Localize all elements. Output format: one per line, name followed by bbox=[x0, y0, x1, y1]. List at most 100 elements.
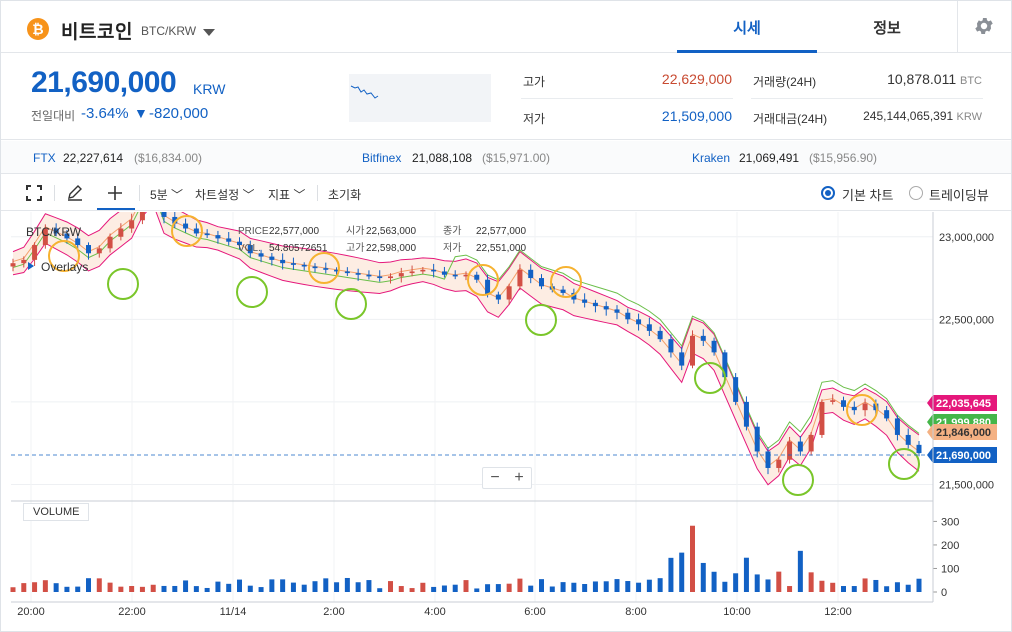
volume-bar bbox=[53, 583, 59, 592]
high-label: 고가 bbox=[523, 75, 546, 89]
peak-marker-circle bbox=[467, 264, 499, 296]
candle bbox=[431, 269, 437, 272]
candle bbox=[841, 400, 846, 407]
volume-tick-label: 200 bbox=[941, 540, 959, 552]
exchange-name[interactable]: FTX bbox=[33, 151, 56, 165]
volume-bar bbox=[32, 582, 38, 592]
price-tag: 21,690,000 bbox=[927, 447, 997, 463]
candle bbox=[86, 245, 91, 254]
volume-bar bbox=[743, 557, 749, 592]
candle bbox=[485, 279, 491, 295]
overlays-toggle-icon[interactable] bbox=[28, 262, 34, 270]
volume-bar bbox=[344, 577, 350, 592]
volume-bar bbox=[916, 578, 922, 592]
volume-bar bbox=[290, 582, 296, 592]
volume-bar bbox=[193, 586, 199, 592]
chart-canvas[interactable]: 23,000,00022,500,00022,000,00021,500,000… bbox=[1, 169, 1011, 631]
candle bbox=[808, 434, 814, 452]
chart-settings-select[interactable]: 차트설정 ﹀ bbox=[195, 188, 255, 202]
trading-view-radio[interactable] bbox=[909, 186, 923, 200]
change-percent: -3.64% bbox=[81, 105, 129, 122]
price-tag: 21,846,000 bbox=[927, 424, 997, 440]
candle bbox=[765, 451, 771, 468]
overlays-label[interactable]: Overlays bbox=[41, 260, 88, 274]
zoom-in-button[interactable]: + bbox=[514, 469, 524, 486]
ohlc-open-label: 시가 bbox=[346, 225, 364, 237]
change-amount: -820,000 bbox=[149, 105, 209, 122]
trading-view-label[interactable]: 트레이딩뷰 bbox=[929, 188, 989, 203]
candle bbox=[787, 441, 793, 460]
volume-bar bbox=[258, 587, 264, 592]
exchange-name[interactable]: Bitfinex bbox=[362, 151, 402, 165]
candle bbox=[258, 253, 264, 257]
volume-bar bbox=[819, 580, 825, 592]
fullscreen-icon[interactable] bbox=[26, 185, 42, 201]
volume-bar bbox=[334, 582, 340, 592]
trough-marker-circle bbox=[525, 304, 557, 336]
volume-bar bbox=[614, 579, 620, 592]
gear-icon bbox=[975, 18, 993, 34]
pencil-icon[interactable] bbox=[66, 184, 84, 202]
volume-bar bbox=[884, 586, 890, 592]
coin-pair[interactable]: BTC/KRW bbox=[141, 24, 197, 38]
volume-bar bbox=[215, 581, 221, 592]
caret-down-icon[interactable] bbox=[203, 29, 215, 36]
x-tick-label: 10:00 bbox=[723, 606, 751, 618]
divider bbox=[751, 98, 983, 99]
volume-value: 10,878.011 BTC bbox=[887, 71, 982, 87]
volume-bar bbox=[765, 579, 771, 592]
mini-chart-line bbox=[350, 85, 379, 99]
candle bbox=[75, 238, 81, 246]
price-tag-label: 21,690,000 bbox=[936, 450, 991, 462]
basic-chart-radio[interactable] bbox=[821, 186, 835, 200]
x-tick-label: 2:00 bbox=[323, 606, 344, 618]
candle bbox=[636, 319, 642, 325]
exchange-name[interactable]: Kraken bbox=[692, 151, 731, 165]
x-tick-label: 8:00 bbox=[625, 606, 646, 618]
y-tick-label: 21,500,000 bbox=[939, 479, 994, 491]
ohlc-close-label: 종가 bbox=[443, 225, 461, 237]
indicators-select[interactable]: 지표 ﹀ bbox=[268, 188, 306, 202]
basic-chart-label[interactable]: 기본 차트 bbox=[842, 188, 894, 203]
volume-bar bbox=[409, 588, 415, 592]
ohlc-price-label: PRICE bbox=[238, 226, 269, 237]
candle bbox=[129, 220, 135, 229]
tab-info[interactable]: 정보 bbox=[873, 20, 901, 37]
volume-bar bbox=[388, 581, 393, 592]
candle bbox=[388, 276, 393, 279]
volume-bar bbox=[787, 586, 793, 592]
zoom-out-button[interactable]: − bbox=[490, 469, 500, 486]
candle bbox=[679, 352, 685, 366]
candle bbox=[32, 245, 38, 260]
candle bbox=[463, 274, 469, 277]
candle bbox=[603, 306, 609, 310]
volume-tick-label: 300 bbox=[941, 516, 959, 528]
divider bbox=[54, 185, 55, 201]
crosshair-icon[interactable] bbox=[107, 185, 123, 201]
candle bbox=[344, 271, 350, 274]
volume-bar bbox=[625, 581, 631, 592]
candle bbox=[851, 406, 857, 411]
reset-button[interactable]: 초기화 bbox=[328, 188, 362, 202]
volume-bar bbox=[700, 562, 706, 592]
amount-label: 거래대금(24H) bbox=[753, 112, 828, 126]
settings-button[interactable] bbox=[957, 1, 1011, 53]
tab-quote[interactable]: 시세 bbox=[677, 1, 817, 53]
candle bbox=[323, 268, 329, 270]
candle bbox=[862, 403, 868, 411]
candle bbox=[722, 352, 728, 378]
x-tick-label: 11/14 bbox=[220, 606, 247, 618]
candle bbox=[657, 330, 663, 340]
exchange-usd: ($15,971.00) bbox=[482, 151, 551, 165]
candle bbox=[269, 256, 275, 260]
volume-bar bbox=[592, 581, 598, 592]
price-chart[interactable]: 23,000,00022,500,00022,000,00021,500,000… bbox=[1, 169, 1011, 631]
interval-select[interactable]: 5분 ﹀ bbox=[150, 188, 184, 202]
candle bbox=[183, 223, 189, 229]
volume-bar bbox=[474, 588, 480, 592]
candle bbox=[204, 233, 210, 236]
coin-name[interactable]: 비트코인 bbox=[61, 22, 133, 43]
volume-bar bbox=[463, 580, 469, 592]
volume-bar bbox=[841, 586, 846, 592]
candle bbox=[733, 377, 739, 402]
